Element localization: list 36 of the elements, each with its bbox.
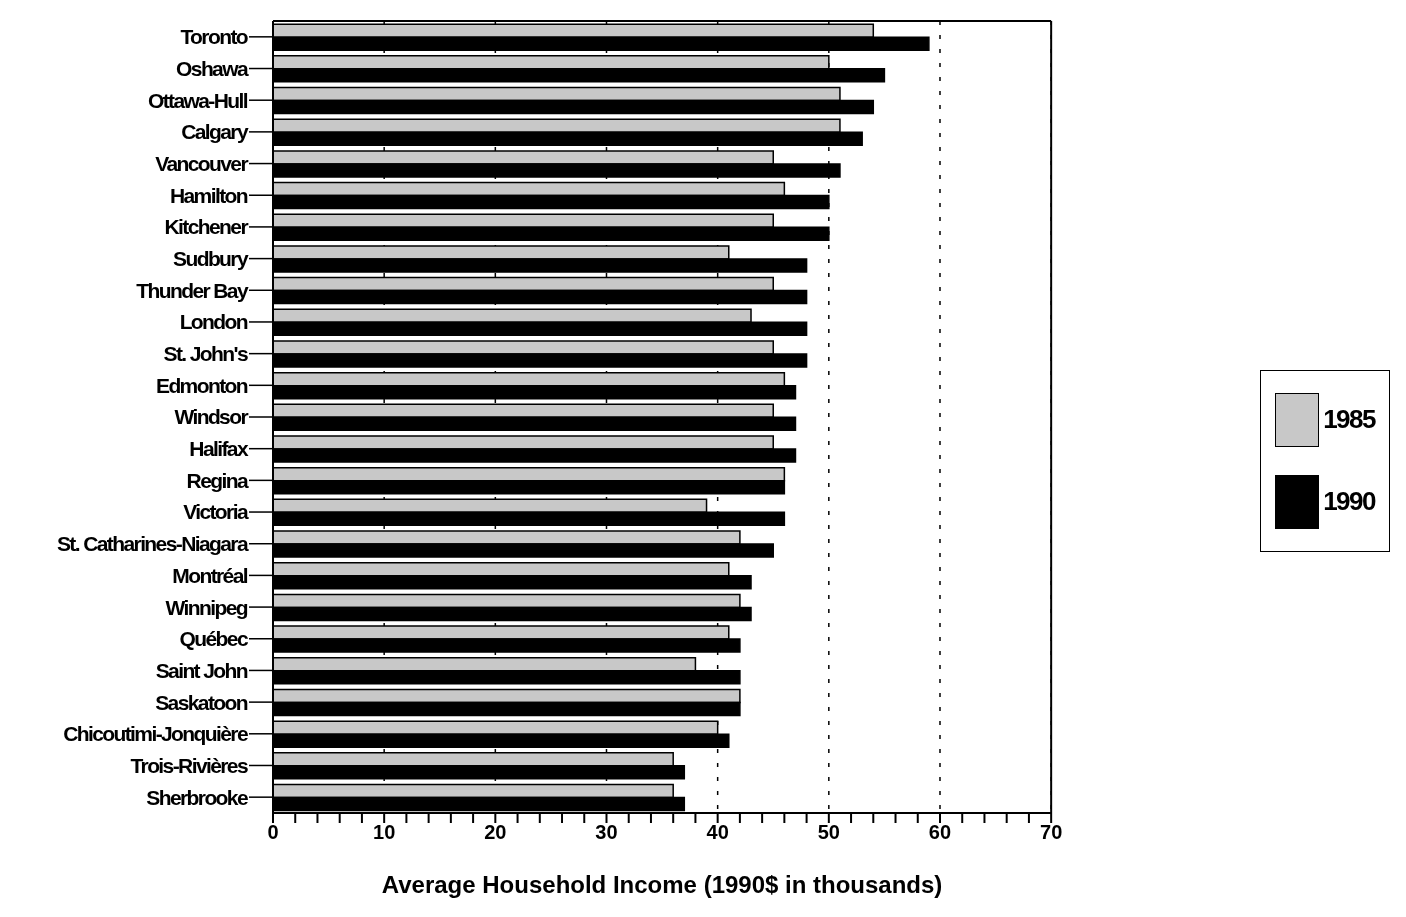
- x-axis-title: Average Household Income (1990$ in thousands): [381, 871, 943, 898]
- y-tick-label: Ottawa-Hull: [147, 88, 248, 112]
- y-tick-label: Regina: [186, 468, 249, 492]
- y-tick-label: St. John's: [163, 342, 248, 366]
- y-tick-label: Toronto: [180, 25, 248, 49]
- y-tick-label: Halifax: [189, 437, 249, 461]
- y-tick-label: Chicoutimi-Jonquière: [63, 722, 248, 746]
- y-tick-label: Vancouver: [155, 152, 249, 176]
- y-tick-label: Oshawa: [176, 56, 249, 80]
- y-tick-label: Edmonton: [155, 373, 248, 397]
- y-tick-label: Saint John: [155, 658, 248, 682]
- y-tick-label: Kitchener: [164, 215, 249, 239]
- x-tick-label: 50: [817, 821, 840, 844]
- legend-label: 1985: [1323, 404, 1375, 435]
- y-tick-label: Victoria: [183, 500, 249, 524]
- y-tick-label: Windsor: [174, 405, 249, 429]
- legend-label: 1990: [1323, 486, 1375, 517]
- y-tick-label: Thunder Bay: [136, 278, 249, 302]
- y-tick-label: Saskatoon: [155, 690, 248, 714]
- x-tick-label: 60: [928, 821, 952, 844]
- y-tick-label: Montréal: [172, 563, 248, 587]
- y-tick-label: St. Catharines-Niagara: [56, 532, 249, 556]
- y-tick-label: London: [179, 310, 248, 334]
- y-tick-label: Hamilton: [169, 183, 248, 207]
- x-tick-label: 0: [267, 821, 279, 844]
- y-tick-label: Sudbury: [173, 247, 249, 271]
- x-tick-label: 70: [1040, 821, 1063, 844]
- y-tick-label: Calgary: [181, 120, 249, 144]
- x-tick-label: 10: [373, 821, 396, 844]
- y-tick-label: Québec: [179, 627, 249, 651]
- x-tick-label: 40: [706, 821, 729, 844]
- x-tick-label: 20: [484, 821, 507, 844]
- y-tick-label: Winnipeg: [165, 595, 248, 619]
- y-tick-label: Trois-Rivières: [130, 753, 248, 777]
- y-tick-label: Sherbrooke: [146, 785, 248, 809]
- x-tick-label: 30: [595, 821, 618, 844]
